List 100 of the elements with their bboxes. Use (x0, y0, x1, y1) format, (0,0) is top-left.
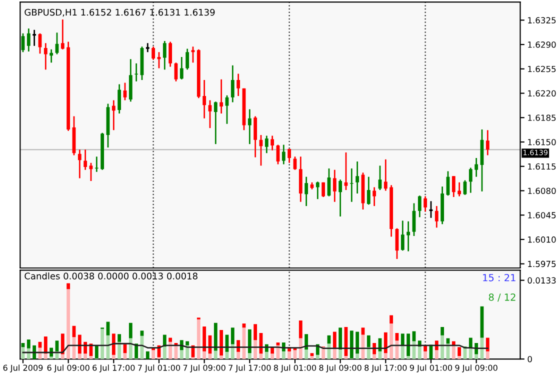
candlestick (434, 205, 438, 228)
bar (220, 330, 224, 356)
bar (180, 350, 184, 360)
bar (146, 351, 150, 360)
bar (248, 353, 252, 360)
y-tick-label: 0.0133 (528, 277, 556, 284)
bar (112, 334, 116, 355)
candlestick (270, 135, 274, 152)
bar (78, 354, 82, 360)
bar (78, 334, 82, 354)
bar (230, 344, 234, 360)
bar (282, 351, 286, 360)
bar (214, 350, 218, 360)
candlestick (84, 148, 88, 171)
candlestick (60, 18, 64, 50)
bar (288, 351, 292, 360)
y-tick-label: 1.6325 (528, 17, 556, 24)
y-tick-label: 1.6185 (528, 114, 556, 121)
bar (208, 354, 212, 360)
bar (310, 356, 314, 360)
bar (254, 340, 258, 360)
candlestick (338, 178, 342, 218)
candlestick (236, 73, 240, 97)
bar (486, 338, 490, 352)
bar (372, 354, 376, 360)
bar (214, 322, 218, 351)
bar (248, 329, 252, 354)
bar (406, 356, 410, 360)
candlestick (372, 186, 376, 207)
bar (418, 346, 422, 360)
candlestick (162, 40, 166, 70)
y-tick-label: 0 (528, 356, 532, 362)
candlestick (474, 157, 478, 178)
bar (474, 354, 478, 360)
bar (440, 327, 444, 336)
annotation: 8 / 12 (488, 293, 516, 302)
bar (424, 346, 428, 352)
bar (458, 347, 462, 356)
annotation: 15 : 21 (483, 274, 516, 282)
bar (384, 353, 388, 360)
bar (304, 334, 308, 350)
candlestick (486, 129, 490, 156)
bar (298, 320, 302, 338)
bar (44, 354, 48, 360)
bar (230, 328, 234, 344)
candlestick (26, 28, 30, 52)
x-tick-label: 9 Jul 09:00 (455, 364, 498, 372)
candlestick (366, 176, 370, 206)
bar (468, 348, 472, 360)
bar (254, 324, 258, 340)
bar (452, 345, 456, 360)
bar (140, 330, 144, 336)
x-tick-label: 9 Jul 01:00 (410, 364, 452, 372)
bar (32, 345, 36, 360)
y-tick-label: 1.6115 (528, 163, 556, 170)
x-tick-label: 6 Jul 2009 (3, 364, 43, 372)
bar (128, 338, 132, 360)
candlestick (458, 182, 462, 197)
bar (118, 334, 122, 342)
bar (332, 332, 336, 348)
candlestick (468, 167, 472, 194)
candlestick (78, 148, 82, 179)
y-tick-label: 1.6255 (528, 66, 556, 72)
line-series (22, 342, 488, 354)
candlestick (202, 79, 206, 120)
candlestick (418, 194, 422, 218)
candlestick (168, 41, 172, 68)
bar (434, 350, 438, 360)
y-tick-label: 1.6045 (528, 212, 556, 218)
bar (356, 354, 360, 360)
bar (152, 350, 156, 360)
bar (338, 350, 342, 360)
bar (128, 322, 132, 338)
y-tick-label: 1.6080 (528, 188, 556, 194)
bar (400, 346, 404, 360)
candlestick (384, 158, 388, 192)
x-tick-label: 6 Jul 17:00 (92, 364, 135, 372)
candlestick (230, 64, 234, 103)
candlestick (214, 100, 218, 145)
candlestick (400, 220, 404, 252)
candlestick (356, 160, 360, 194)
candlestick (452, 175, 456, 198)
bar (94, 346, 98, 358)
candlestick (44, 42, 48, 70)
bar (134, 344, 138, 358)
candlestick (264, 135, 268, 154)
bar (350, 330, 354, 358)
bar (89, 356, 93, 360)
bar (112, 354, 116, 360)
bar (202, 351, 206, 360)
candlestick (145, 42, 150, 53)
bar (55, 340, 59, 352)
bar (486, 351, 490, 360)
candlestick (254, 116, 258, 158)
bar (458, 356, 462, 360)
candlestick (118, 84, 122, 114)
bar (50, 356, 54, 360)
bar (366, 335, 370, 348)
bar (259, 354, 263, 360)
x-tick-label: 8 Jul 09:00 (319, 364, 362, 372)
